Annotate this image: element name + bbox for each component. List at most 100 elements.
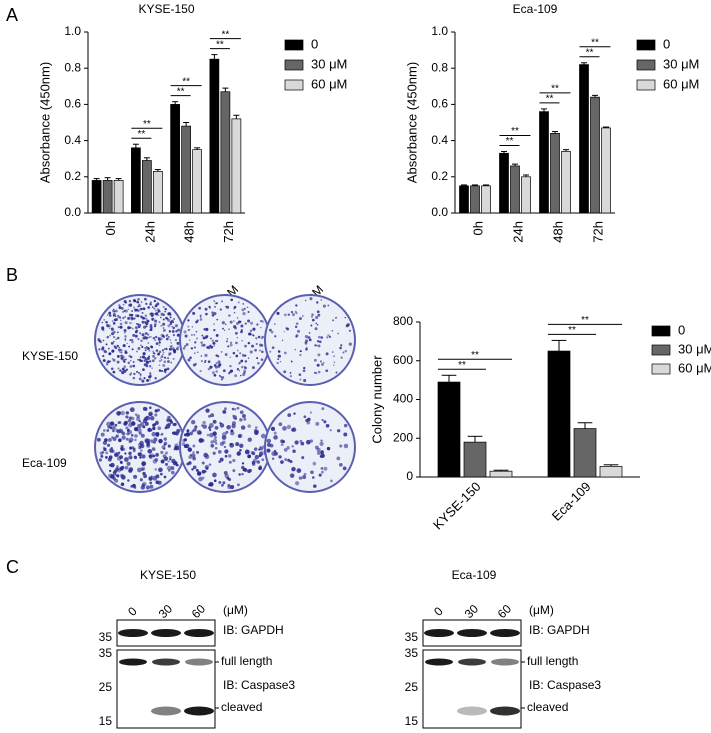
colony <box>137 358 139 361</box>
colony <box>145 302 148 305</box>
colony <box>105 456 108 459</box>
significance-label: ** <box>591 37 599 48</box>
blot-title: KYSE-150 <box>140 568 196 582</box>
colony <box>319 455 323 458</box>
colony <box>304 299 307 302</box>
colony <box>317 370 321 374</box>
bar <box>601 127 611 214</box>
significance-label: ** <box>511 126 519 137</box>
colony <box>233 320 235 322</box>
colony <box>194 341 197 344</box>
colony <box>240 329 243 332</box>
colony <box>117 314 119 317</box>
colony <box>213 373 217 377</box>
band <box>184 629 214 637</box>
colony <box>170 361 173 364</box>
error-bar <box>183 122 190 127</box>
y-tick-label: 400 <box>393 392 413 406</box>
colony <box>160 450 164 454</box>
colony <box>305 439 311 445</box>
error-bar <box>472 184 478 186</box>
colony <box>131 416 135 421</box>
colony <box>136 314 140 318</box>
colony <box>197 351 199 354</box>
colony <box>164 307 167 311</box>
colony <box>190 347 194 350</box>
colony <box>141 454 146 459</box>
colony <box>320 450 324 454</box>
colony <box>149 374 152 378</box>
colony <box>151 431 157 437</box>
colony <box>215 442 218 445</box>
colony <box>196 450 200 454</box>
colony <box>162 351 165 354</box>
colony <box>115 338 118 341</box>
colony <box>289 460 293 464</box>
y-axis-label: Colony number <box>369 355 384 444</box>
colony <box>167 460 170 463</box>
bar <box>231 118 242 214</box>
colony <box>138 377 142 381</box>
colony <box>167 444 171 448</box>
colony <box>147 342 150 344</box>
colony <box>192 311 196 315</box>
colony <box>129 446 133 450</box>
colony <box>201 461 205 465</box>
colony <box>286 446 290 450</box>
colony <box>143 335 147 339</box>
significance-label: ** <box>216 39 224 50</box>
colony <box>329 429 332 432</box>
colony <box>260 433 266 439</box>
colony <box>266 438 272 444</box>
colony <box>215 339 219 343</box>
colony <box>164 371 167 374</box>
colony <box>311 313 314 316</box>
colony <box>125 358 128 360</box>
colony <box>174 350 177 353</box>
colony <box>325 352 329 356</box>
colony <box>250 450 255 455</box>
error-bar <box>512 163 518 166</box>
colony <box>189 454 193 457</box>
colony <box>150 304 152 306</box>
colony <box>221 376 225 380</box>
colony <box>106 421 111 427</box>
x-tick-label: 0h <box>103 221 118 235</box>
colony <box>295 304 298 307</box>
colony <box>165 347 168 351</box>
colony <box>309 439 313 443</box>
colony <box>114 309 118 313</box>
colony <box>126 461 131 466</box>
colony <box>143 474 148 479</box>
colony <box>155 452 159 457</box>
colony <box>121 371 125 375</box>
colony <box>139 332 142 335</box>
colony <box>170 342 173 344</box>
colony <box>191 334 193 336</box>
colony <box>196 319 199 322</box>
blot-label: IB: GAPDH <box>529 623 590 637</box>
colony <box>154 323 157 326</box>
significance-label: ** <box>137 129 145 140</box>
colony <box>181 442 186 447</box>
colony <box>103 318 106 321</box>
colony <box>150 327 153 331</box>
legend-swatch <box>284 39 304 51</box>
error-bar <box>541 108 547 112</box>
colony <box>142 307 146 311</box>
colony <box>244 360 248 363</box>
bar <box>437 381 461 478</box>
lane-label: 0 <box>431 604 446 619</box>
colony <box>271 346 275 349</box>
colony <box>208 423 214 428</box>
bar <box>153 171 163 214</box>
colony <box>159 357 162 359</box>
colony <box>118 438 122 443</box>
colony <box>209 344 212 347</box>
colony <box>153 352 156 355</box>
colony <box>152 355 155 358</box>
bar <box>550 133 560 214</box>
error-bar <box>603 464 619 467</box>
colony <box>239 448 242 452</box>
y-tick-label: 0.6 <box>431 97 448 111</box>
